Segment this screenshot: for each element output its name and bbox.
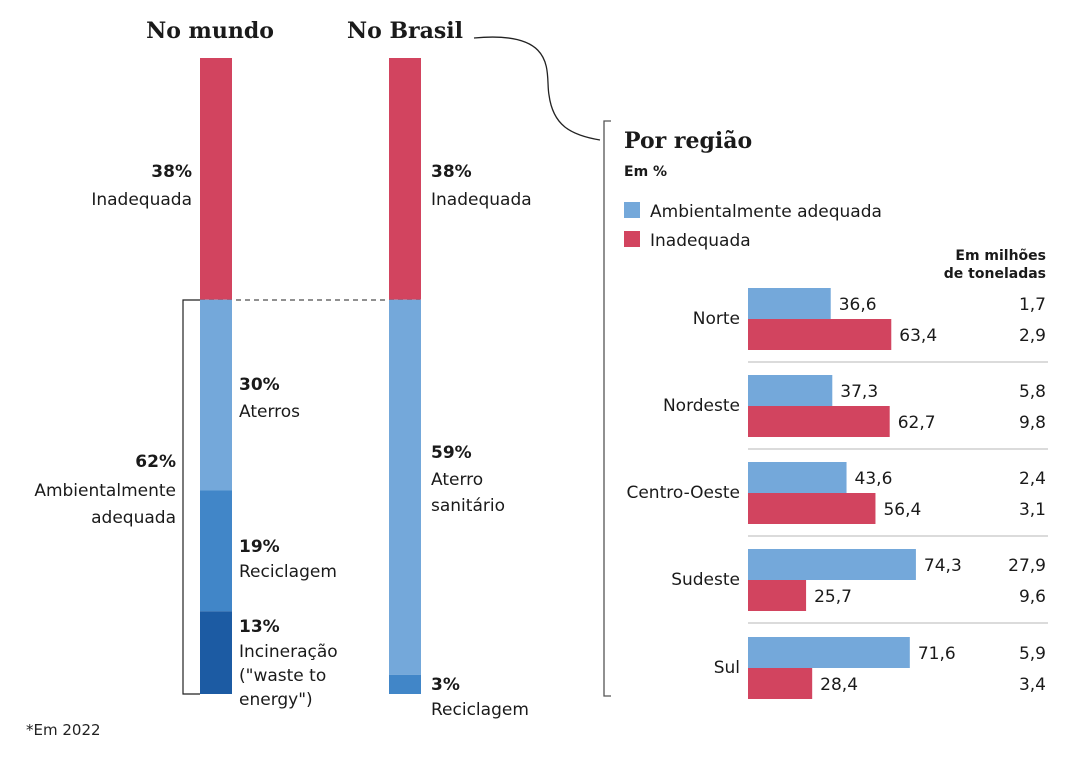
world-reciclagem-label: Reciclagem	[239, 562, 337, 582]
world-bar-0	[200, 58, 232, 300]
region-tonnes-value: 3,4	[1019, 675, 1046, 695]
brasil-title: No Brasil	[347, 18, 463, 44]
region-tonnes-value: 2,9	[1019, 326, 1046, 346]
region-tonnes-value: 2,4	[1019, 469, 1046, 489]
brasil-bar-1	[389, 299, 421, 675]
legend-label-1: Inadequada	[650, 231, 751, 251]
world-inadequate-pct: 38%	[151, 162, 192, 182]
region-subtitle: Em %	[624, 164, 667, 180]
region-tonnes-value: 9,6	[1019, 587, 1046, 607]
region-bar-inadequate	[748, 580, 807, 611]
region-category-label: Centro-Oeste	[626, 483, 740, 503]
brasil-inadequate-label: Inadequada	[431, 190, 532, 210]
world-bar-3	[200, 611, 232, 694]
region-tonnes-value: 9,8	[1019, 413, 1046, 433]
region-tonnes-value: 27,9	[1008, 556, 1046, 576]
brasil-to-region-connector	[473, 36, 601, 141]
world-adequate-group-label-line: adequada	[91, 508, 176, 528]
footnote: *Em 2022	[26, 721, 101, 739]
region-bar-value-label: 74,3	[924, 556, 962, 576]
legend-swatch-1	[624, 231, 640, 247]
legend-label-0: Ambientalmente adequada	[650, 202, 882, 222]
brasil-aterro-label-line: sanitário	[431, 496, 505, 516]
region-bar-value-label: 62,7	[898, 413, 936, 433]
world-adequate-group-label-line: Ambientalmente	[34, 481, 176, 501]
brasil-reciclagem-pct: 3%	[431, 675, 460, 695]
region-bar-adequate	[748, 375, 833, 406]
region-category-label: Sudeste	[671, 570, 740, 590]
world-inadequate-label: Inadequada	[91, 190, 192, 210]
region-tonnes-value: 1,7	[1019, 295, 1046, 315]
region-bar-inadequate	[748, 668, 813, 699]
brasil-aterro-label-line: Aterro	[431, 470, 483, 490]
region-bar-value-label: 37,3	[840, 382, 878, 402]
world-title: No mundo	[146, 18, 274, 44]
world-incineracao-label-line: Incineração	[239, 642, 338, 662]
region-bar-adequate	[748, 288, 831, 319]
region-bar-inadequate	[748, 493, 876, 524]
world-adequate-group-pct: 62%	[135, 452, 176, 472]
region-category-label: Sul	[714, 658, 740, 678]
brasil-reciclagem-label: Reciclagem	[431, 700, 529, 720]
world-bar-1	[200, 299, 232, 491]
region-bar-inadequate	[748, 319, 892, 350]
region-tonnes-value: 5,9	[1019, 644, 1046, 664]
region-bar-value-label: 25,7	[814, 587, 852, 607]
tonnes-header-line: Em milhões	[955, 248, 1046, 264]
world-incineracao-pct: 13%	[239, 617, 280, 637]
brasil-bar-2	[389, 674, 421, 694]
region-category-label: Nordeste	[663, 396, 740, 416]
region-bar-value-label: 28,4	[820, 675, 858, 695]
region-bar-adequate	[748, 637, 910, 668]
world-incineracao-label-line: energy")	[239, 690, 313, 710]
region-bar-value-label: 63,4	[899, 326, 937, 346]
region-bar-inadequate	[748, 406, 890, 437]
world-reciclagem-pct: 19%	[239, 537, 280, 557]
region-category-label: Norte	[693, 309, 740, 329]
world-aterros-label: Aterros	[239, 402, 300, 422]
region-tonnes-value: 3,1	[1019, 500, 1046, 520]
adequate-group-bracket	[182, 299, 200, 695]
region-tonnes-value: 5,8	[1019, 382, 1046, 402]
region-bar-value-label: 36,6	[839, 295, 877, 315]
brasil-bar-0	[389, 58, 421, 300]
brasil-aterro-pct: 59%	[431, 443, 472, 463]
brasil-inadequate-pct: 38%	[431, 162, 472, 182]
region-bar-value-label: 43,6	[855, 469, 893, 489]
region-title: Por região	[624, 128, 752, 154]
world-aterros-pct: 30%	[239, 375, 280, 395]
region-bar-value-label: 71,6	[918, 644, 956, 664]
world-incineracao-label-line: ("waste to	[239, 666, 326, 686]
region-bar-adequate	[748, 549, 916, 580]
region-bar-value-label: 56,4	[883, 500, 921, 520]
legend-swatch-0	[624, 202, 640, 218]
tonnes-header-line: de toneladas	[944, 266, 1046, 282]
world-bar-2	[200, 490, 232, 612]
region-panel-bracket	[603, 120, 611, 697]
region-bar-adequate	[748, 462, 847, 493]
